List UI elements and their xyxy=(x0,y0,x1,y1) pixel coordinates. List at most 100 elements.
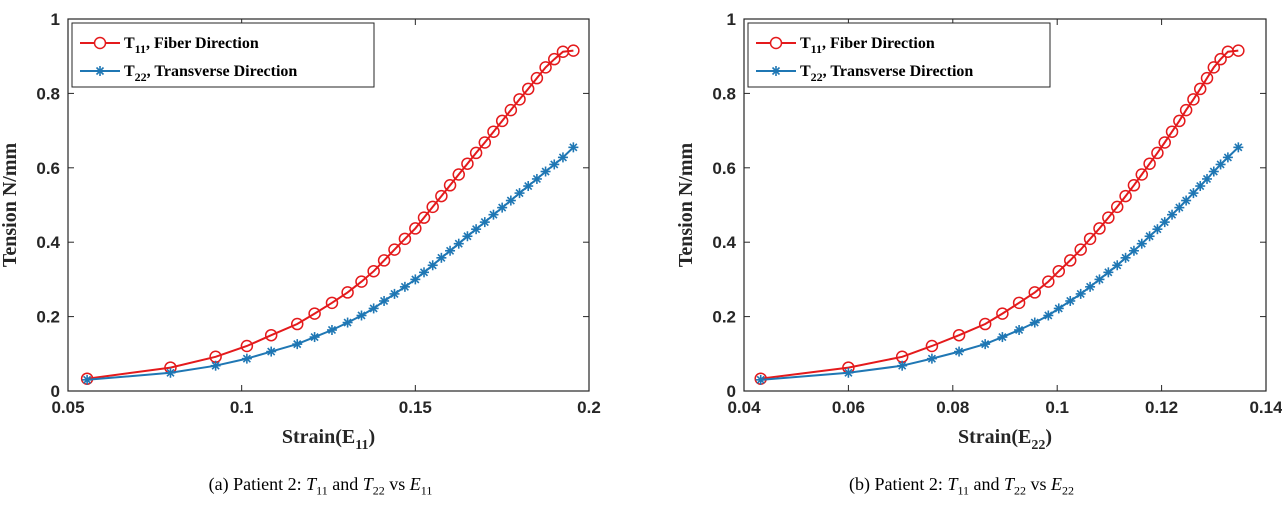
chart-a-series-1-point xyxy=(308,307,321,320)
chart-a-series-1-point xyxy=(478,136,492,149)
chart-b-series-1-point xyxy=(1232,44,1245,57)
chart-b-series-1-point xyxy=(1187,93,1200,106)
chart-b-legend-label-1: T11, Fiber Direction xyxy=(800,35,935,56)
chart-b-xtick-label: 0.14 xyxy=(1249,398,1282,417)
chart-b-series-1-point xyxy=(1052,264,1066,278)
chart-b-legend-box xyxy=(747,22,1051,88)
chart-a-series-1-point xyxy=(409,222,422,235)
chart-b-series-2-point xyxy=(1065,295,1076,306)
chart-b-caption: (b) Patient 2: T11 and T22 vs E22 xyxy=(641,474,1282,499)
chart-b-series-2-point xyxy=(1202,173,1213,184)
chart-b-series-2-point xyxy=(1120,252,1131,263)
chart-a-ytick-label: 0 xyxy=(51,382,60,401)
chart-a-series-2-point xyxy=(514,188,525,199)
chart-b-x-axis-label: Strain(E22) xyxy=(958,426,1052,453)
chart-a-series-2-point xyxy=(549,159,560,170)
chart-a-series-1-point xyxy=(487,125,500,138)
chart-b-series-2-point xyxy=(1233,142,1244,153)
chart-a-series-2-point xyxy=(453,238,464,249)
chart-a-series-2-point xyxy=(445,245,456,256)
chart-b-series-1-point xyxy=(1143,157,1156,170)
chart-b-series-2-point xyxy=(1215,159,1226,170)
chart-a-series-2-point xyxy=(356,310,367,321)
chart-b-series-2-point xyxy=(1167,209,1178,220)
chart-a-series-2-point xyxy=(497,202,508,213)
chart-b-series-1-line xyxy=(760,49,1239,380)
chart-b-series-1-point xyxy=(1200,71,1214,85)
chart-a-series-2-point xyxy=(292,339,303,350)
chart-b-series-1-point xyxy=(978,317,992,331)
chart-a-x-axis-label: Strain(E11) xyxy=(282,426,375,453)
chart-a-series-2-point xyxy=(436,252,447,263)
caption-b-v1sub: 11 xyxy=(957,483,970,498)
chart-a-legend-marker-1 xyxy=(93,36,107,50)
chart-b-ytick-label: 0.4 xyxy=(712,233,736,252)
chart-a-xtick-label: 0.1 xyxy=(230,398,254,417)
chart-a-series-2-point xyxy=(462,231,473,242)
chart-b-ytick-label: 1 xyxy=(727,10,736,29)
caption-b-v1: T xyxy=(947,474,958,494)
caption-a-vs: vs xyxy=(384,474,410,494)
chart-b-xtick-label: 0.1 xyxy=(1045,398,1069,417)
chart-b-series-2-point xyxy=(1094,274,1105,285)
caption-a-v3sub: 11 xyxy=(420,483,433,498)
chart-b-series-1-point xyxy=(1093,222,1106,235)
chart-a-series-1-point xyxy=(452,168,465,181)
chart-a-series-2-point xyxy=(82,374,93,385)
chart-a-caption: (a) Patient 2: T11 and T22 vs E11 xyxy=(0,474,641,499)
chart-b-xtick-label: 0.06 xyxy=(832,398,865,417)
chart-a-xtick-label: 0.2 xyxy=(577,398,601,417)
chart-a-legend-marker-2 xyxy=(95,66,105,76)
chart-a-legend-label-1: T11, Fiber Direction xyxy=(124,35,259,56)
chart-b-series-2-point xyxy=(1174,202,1185,213)
caption-b-and: and xyxy=(969,474,1005,494)
chart-a-series-1-point xyxy=(461,157,474,170)
chart-b-series-2-point xyxy=(1043,310,1054,321)
chart-a-series-1-point xyxy=(426,200,439,214)
chart-a-series-1-line xyxy=(86,49,574,380)
chart-b-series-1-point xyxy=(1151,146,1164,160)
chart-a-series-1-point xyxy=(367,264,380,278)
caption-a-and: and xyxy=(327,474,363,494)
chart-a-series-1-point xyxy=(521,82,535,96)
chart-a-series-2-point xyxy=(389,288,400,299)
chart-a-xtick-label: 0.15 xyxy=(399,398,432,417)
chart-a-series-2-point xyxy=(505,195,516,206)
chart-a-series-2-point xyxy=(531,173,542,184)
chart-b-series-1-point xyxy=(1012,296,1026,310)
chart-b-series-1-point xyxy=(1135,168,1149,181)
chart-b-ytick-label: 0.8 xyxy=(712,84,736,103)
chart-b-series-2-point xyxy=(1152,224,1163,235)
chart-b-series-2-point xyxy=(1103,267,1114,278)
chart-b-legend-marker-1 xyxy=(769,36,783,50)
chart-b-series-2-point xyxy=(1014,324,1025,335)
chart-a-ytick-label: 0.2 xyxy=(36,308,60,327)
chart-a-series-1-point xyxy=(513,93,526,106)
chart-b-series-1-point xyxy=(1028,286,1042,299)
chart-b-series-2-point xyxy=(1136,238,1147,249)
chart-b-series-2-point xyxy=(980,339,991,350)
chart-b-series-2-point xyxy=(1075,288,1086,299)
chart-b-series-1-point xyxy=(1179,103,1193,117)
chart-a-series-2-point xyxy=(557,152,568,163)
chart-b-series-1-point xyxy=(1042,275,1055,288)
chart-b-series-2-point xyxy=(926,353,937,364)
chart-a-series-1-point xyxy=(240,339,254,353)
chart-b-series-2-point xyxy=(1159,217,1170,228)
chart-b-series-2-point xyxy=(1112,260,1123,271)
chart-a-legend-label-2: T22, Transverse Direction xyxy=(124,63,297,84)
chart-b-series-1-point xyxy=(1165,125,1179,138)
chart-a-series-1-point xyxy=(443,179,457,192)
chart-a-series-2-point xyxy=(427,260,438,271)
chart-b-ytick-label: 0.2 xyxy=(712,308,736,327)
chart-a-series-2-point xyxy=(488,209,499,220)
chart-b-series-1-point xyxy=(1127,179,1141,192)
chart-a-plot-box xyxy=(67,18,590,392)
caption-b-prefix: (b) Patient 2: xyxy=(848,474,948,494)
chart-a-series-1-point xyxy=(504,103,518,117)
chart-a-ytick-label: 0.6 xyxy=(36,159,60,178)
chart-a-series-2-point xyxy=(342,317,353,328)
chart-b-series-1-point xyxy=(1158,136,1171,149)
chart-a-series-1-point xyxy=(435,189,448,203)
chart-b-series-2-point xyxy=(1208,166,1219,177)
